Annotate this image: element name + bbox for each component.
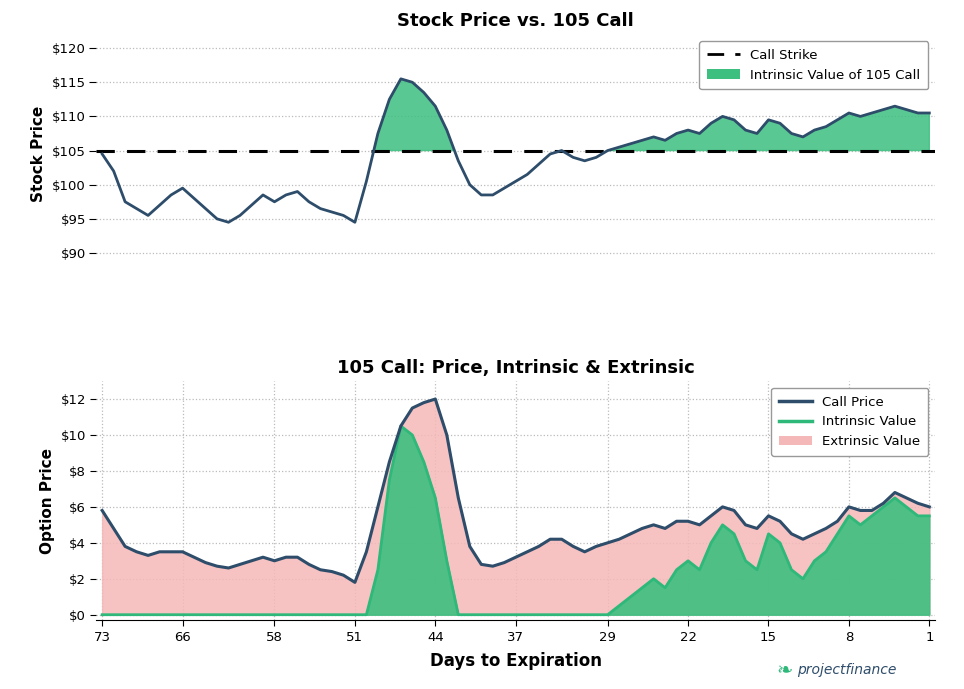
Text: projectfinance: projectfinance [797, 663, 897, 677]
Text: ❧: ❧ [776, 661, 792, 680]
X-axis label: Days to Expiration: Days to Expiration [430, 652, 602, 670]
Y-axis label: Option Price: Option Price [40, 448, 55, 553]
Y-axis label: Stock Price: Stock Price [32, 106, 46, 202]
Title: 105 Call: Price, Intrinsic & Extrinsic: 105 Call: Price, Intrinsic & Extrinsic [336, 359, 695, 377]
Legend: Call Price, Intrinsic Value, Extrinsic Value: Call Price, Intrinsic Value, Extrinsic V… [771, 388, 928, 455]
Title: Stock Price vs. 105 Call: Stock Price vs. 105 Call [397, 12, 634, 30]
Legend: Call Strike, Intrinsic Value of 105 Call: Call Strike, Intrinsic Value of 105 Call [699, 41, 928, 90]
